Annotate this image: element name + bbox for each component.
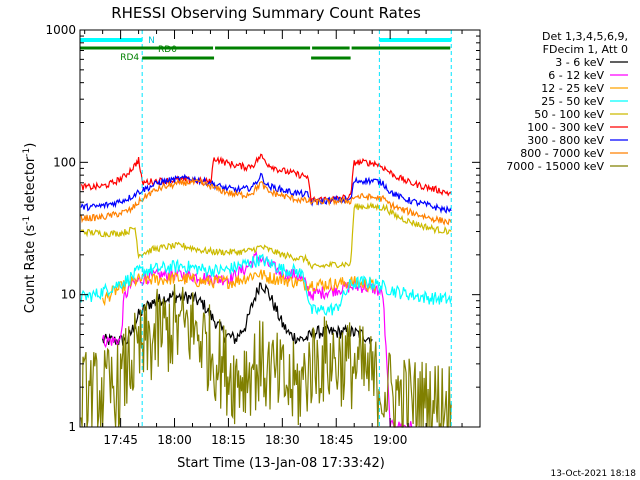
y-tick-label-2: 100 [53, 155, 76, 169]
axis-layer: 1 10 100 1000 17:45 18:00 18:15 18:30 18:45 19:00 [45, 23, 481, 447]
x-tick-label-5: 19:00 [373, 433, 408, 447]
legend-label-6-12-kev: 6 - 12 keV [548, 69, 604, 82]
legend-header-1: FDecim 1, Att 0 [543, 43, 628, 56]
plot-frame [79, 29, 481, 428]
legend-label-3-6-kev: 3 - 6 keV [555, 56, 604, 69]
x-tick-label-3: 18:30 [265, 433, 300, 447]
y-axis-label-part1: Count Rate (s [23, 225, 38, 314]
legend-label-50-100-kev: 50 - 100 keV [534, 108, 604, 121]
legend-label-12-25-kev: 12 - 25 keV [541, 82, 604, 95]
legend-label-25-50-kev: 25 - 50 keV [541, 95, 604, 108]
series-line-25-50-kev [80, 253, 452, 316]
y-tick-label-1: 10 [61, 288, 76, 302]
series-line-100-300-kev [80, 153, 452, 204]
y-axis-label-sup1: -1 [22, 216, 32, 225]
night-flag-label: N [148, 36, 155, 46]
y-axis-label-sup2: -1 [22, 148, 32, 157]
series-line-3-6-kev [102, 282, 373, 346]
x-tick-label-4: 18:45 [319, 433, 354, 447]
legend-label-7000-15000-kev: 7000 - 15000 keV [506, 160, 604, 173]
legend: Det 1,3,4,5,6,9,FDecim 1, Att 03 - 6 keV… [506, 30, 628, 173]
rd0-flag-label: RD0 [158, 45, 177, 55]
y-tick-label-0: 1 [68, 420, 76, 434]
legend-label-300-800-kev: 300 - 800 keV [527, 134, 604, 147]
y-axis-label-part3: ) [23, 143, 38, 148]
rd4-flag-label: RD4 [120, 53, 139, 63]
x-tick-label-1: 18:00 [157, 433, 192, 447]
x-tick-label-0: 17:45 [103, 433, 138, 447]
legend-label-800-7000-kev: 800 - 7000 keV [520, 147, 604, 160]
chart-title: RHESSI Observing Summary Count Rates [111, 4, 421, 22]
y-tick-label-3: 1000 [45, 23, 76, 37]
generation-timestamp: 13-Oct-2021 18:18 [551, 469, 637, 479]
legend-label-100-300-kev: 100 - 300 keV [527, 121, 604, 134]
y-axis-label: Count Rate (s-1 detector-1) [22, 143, 38, 314]
y-axis-label-part2: detector [23, 156, 38, 216]
x-axis-label: Start Time (13-Jan-08 17:33:42) [177, 456, 385, 471]
legend-header-0: Det 1,3,4,5,6,9, [542, 30, 628, 43]
x-tick-label-2: 18:15 [211, 433, 246, 447]
